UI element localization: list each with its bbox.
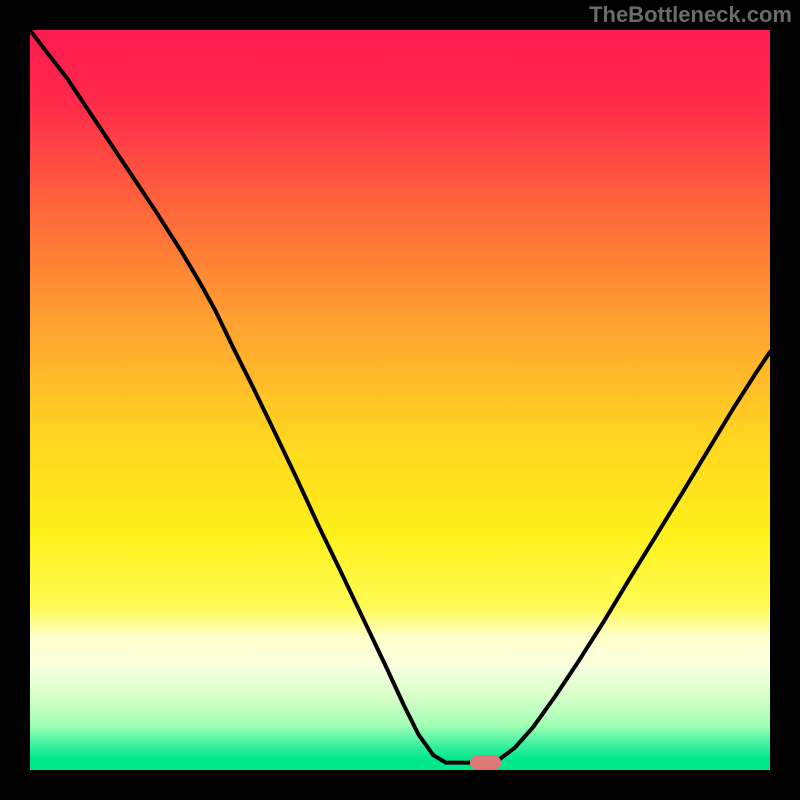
bottleneck-curve [30, 30, 770, 770]
optimal-point-marker [470, 755, 501, 770]
curve-path [30, 30, 770, 763]
watermark-text: TheBottleneck.com [589, 2, 792, 28]
plot-area [30, 30, 770, 770]
outer-frame: TheBottleneck.com [0, 0, 800, 800]
